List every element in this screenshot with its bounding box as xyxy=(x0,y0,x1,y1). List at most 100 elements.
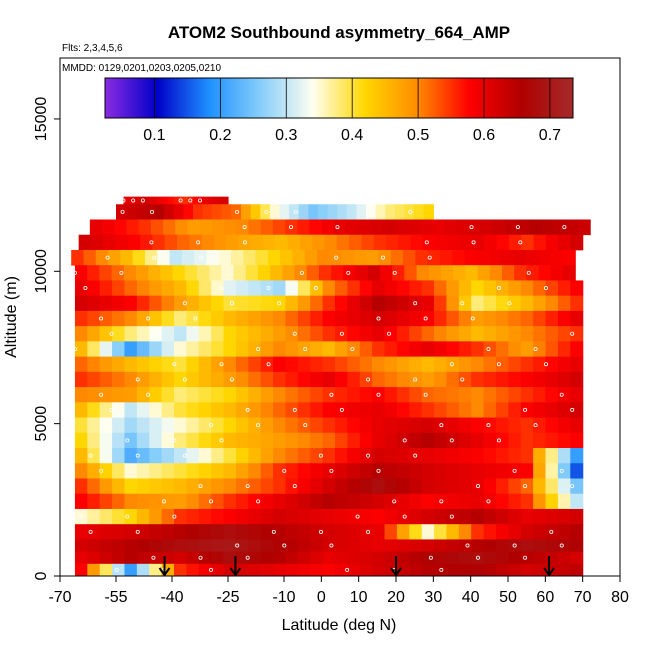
sample-point xyxy=(109,407,114,412)
heatmap-cell xyxy=(135,204,146,220)
heatmap-cell xyxy=(495,417,509,434)
heatmap-cell xyxy=(455,219,469,236)
heatmap-cell xyxy=(136,448,150,464)
heatmap-cell xyxy=(235,417,249,434)
heatmap-cell xyxy=(235,478,249,495)
heatmap-cell xyxy=(404,204,415,220)
heatmap-cell xyxy=(310,493,324,510)
heatmap-cell xyxy=(508,524,522,540)
heatmap-cell xyxy=(186,563,200,577)
heatmap-cell xyxy=(533,417,547,434)
heatmap-cell xyxy=(161,356,175,373)
heatmap-cell xyxy=(396,417,410,434)
heatmap-cell xyxy=(298,204,309,220)
heatmap-cell xyxy=(477,265,491,281)
heatmap-cell xyxy=(186,463,200,479)
heatmap-cell xyxy=(174,508,187,525)
heatmap-cell xyxy=(458,551,472,565)
heatmap-cell xyxy=(557,356,571,373)
sample-point xyxy=(544,286,549,291)
sample-point xyxy=(408,209,413,214)
heatmap-cell xyxy=(334,539,348,553)
colorbar-gradient xyxy=(104,77,574,119)
sample-point xyxy=(413,453,418,458)
heatmap-cell xyxy=(521,234,535,251)
heatmap-cell xyxy=(260,295,274,312)
heatmap-cell xyxy=(447,234,461,251)
heatmap-cell xyxy=(322,524,336,540)
heatmap-cell xyxy=(152,234,166,251)
heatmap-cell xyxy=(334,432,348,449)
heatmap-cell xyxy=(224,219,237,236)
heatmap-cell xyxy=(520,551,534,565)
heatmap-cell xyxy=(570,563,584,577)
heatmap-cell xyxy=(520,508,534,525)
sample-point xyxy=(303,346,308,351)
sample-point xyxy=(471,240,476,245)
heatmap-cell xyxy=(533,432,547,449)
heatmap-cell xyxy=(520,563,534,577)
y-axis-label: Altitude (m) xyxy=(3,276,20,358)
heatmap-cell xyxy=(359,563,373,577)
heatmap-cell xyxy=(550,265,564,281)
heatmap-cell xyxy=(161,371,175,388)
heatmap-cell xyxy=(508,402,522,418)
x-tick-label: 50 xyxy=(499,589,517,606)
heatmap-cell xyxy=(334,402,348,418)
heatmap-cell xyxy=(178,196,184,205)
heatmap-cell xyxy=(260,417,274,434)
heatmap-cell xyxy=(87,326,101,342)
heatmap-cell xyxy=(273,539,287,553)
heatmap-cell xyxy=(501,249,515,266)
chart-title: ATOM2 Southbound asymmetry_664_AMP xyxy=(168,23,510,42)
heatmap-cell xyxy=(112,539,126,553)
heatmap-cell xyxy=(273,310,287,327)
sample-point xyxy=(449,514,454,519)
heatmap-cell xyxy=(186,448,200,464)
heatmap-cell xyxy=(495,463,509,479)
heatmap-cell xyxy=(198,280,212,297)
heatmap-cell xyxy=(334,295,348,312)
heatmap-cell xyxy=(136,551,150,565)
heatmap-cell xyxy=(260,387,274,403)
x-tick-label: 60 xyxy=(536,589,554,606)
heatmap-cell xyxy=(317,249,330,266)
sample-point xyxy=(172,362,177,367)
heatmap-cell xyxy=(353,249,367,266)
heatmap-cell xyxy=(198,341,212,358)
y-tick-label: 5000 xyxy=(33,406,50,442)
heatmap-cell xyxy=(347,432,361,449)
heatmap-cell xyxy=(495,563,509,577)
sample-point xyxy=(402,514,407,519)
heatmap-cell xyxy=(149,371,163,388)
heatmap-cell xyxy=(287,234,301,251)
heatmap-cell xyxy=(248,563,262,577)
sample-point xyxy=(256,423,261,428)
heatmap-cell xyxy=(186,310,200,327)
sample-point xyxy=(219,286,224,291)
heatmap-cell xyxy=(273,463,287,479)
sample-point xyxy=(376,468,381,473)
heatmap-cell xyxy=(334,280,348,297)
heatmap-cell xyxy=(211,310,225,327)
heatmap-cell xyxy=(483,539,497,553)
heatmap-cell xyxy=(279,204,290,220)
heatmap-cell xyxy=(359,326,373,342)
heatmap-cell xyxy=(175,219,189,236)
heatmap-cell xyxy=(235,551,249,565)
heatmap-cell xyxy=(520,356,534,373)
heatmap-cell xyxy=(409,356,423,373)
heatmap-cell xyxy=(211,551,225,565)
heatmap-cell xyxy=(356,204,367,220)
sample-point xyxy=(292,407,297,412)
heatmap-cell xyxy=(112,402,126,418)
heatmap-cell xyxy=(347,508,361,525)
sample-point xyxy=(339,331,344,336)
heatmap-cell xyxy=(557,402,571,418)
heatmap-cell xyxy=(409,341,423,358)
heatmap-cell xyxy=(297,508,311,525)
heatmap-cell xyxy=(198,356,212,373)
sample-point xyxy=(140,198,145,203)
heatmap-cell xyxy=(183,196,189,205)
